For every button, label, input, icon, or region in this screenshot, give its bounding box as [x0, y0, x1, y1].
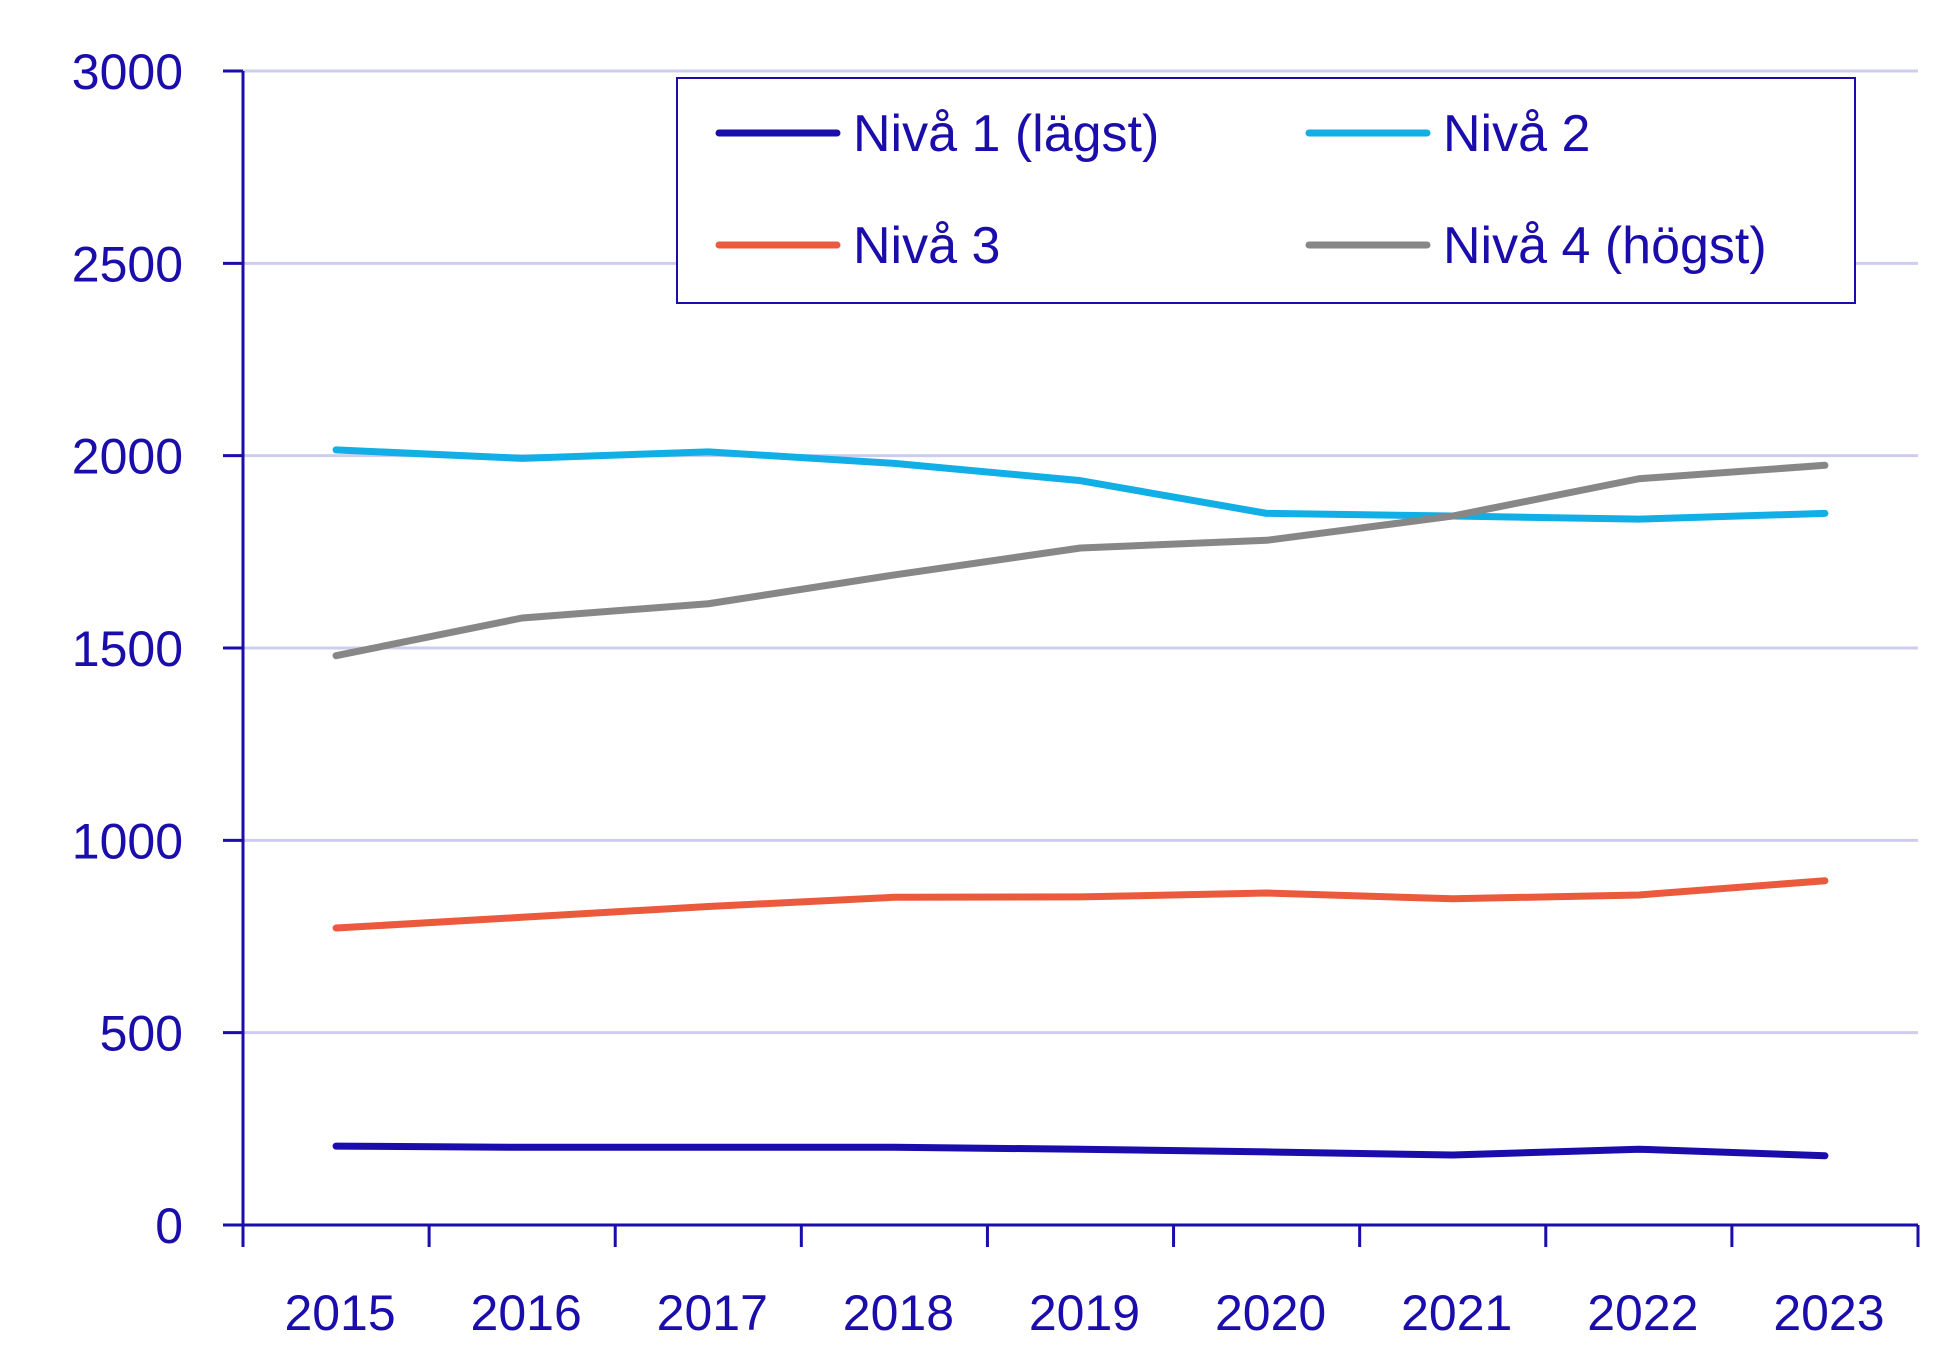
- series-line: [332, 1142, 1829, 1160]
- x-tick-label: 2020: [1215, 1285, 1326, 1341]
- x-tick-label: 2023: [1773, 1285, 1884, 1341]
- series-lines: [332, 446, 1829, 1160]
- x-tick-label: 2022: [1587, 1285, 1698, 1341]
- legend-box: [676, 77, 1856, 304]
- x-axis-ticks: 2015 2016 2017 2018 2019 2020 2021 2022 2023: [241, 1225, 1920, 1341]
- series-line: [332, 446, 1829, 523]
- x-tick-label: 2016: [471, 1285, 582, 1341]
- y-tick-label: 2000: [72, 429, 183, 485]
- legend-label: Nivå 4 (högst): [1443, 217, 1767, 275]
- x-tick-label: 2015: [284, 1285, 395, 1341]
- x-tick-label: 2018: [843, 1285, 954, 1341]
- x-tick-label: 2019: [1029, 1285, 1140, 1341]
- legend-label: Nivå 3: [853, 217, 1000, 275]
- series-line: [332, 461, 1829, 660]
- y-tick-label: 1000: [72, 813, 183, 869]
- legend-label: Nivå 1 (lägst): [853, 105, 1159, 163]
- y-tick-label: 1500: [72, 621, 183, 677]
- y-axis-ticks: 0 500 1000 1500 2000 2500 3000: [72, 44, 243, 1254]
- y-tick-label: 0: [155, 1198, 183, 1254]
- x-tick-label: 2021: [1401, 1285, 1512, 1341]
- legend-label: Nivå 2: [1443, 105, 1590, 163]
- y-tick-label: 3000: [72, 44, 183, 100]
- y-tick-label: 500: [100, 1006, 183, 1062]
- legend: Nivå 1 (lägst) Nivå 2 Nivå 3 Nivå 4 (högst): [676, 77, 1856, 304]
- x-tick-label: 2017: [657, 1285, 768, 1341]
- y-tick-label: 2500: [72, 236, 183, 292]
- series-line: [332, 877, 1829, 932]
